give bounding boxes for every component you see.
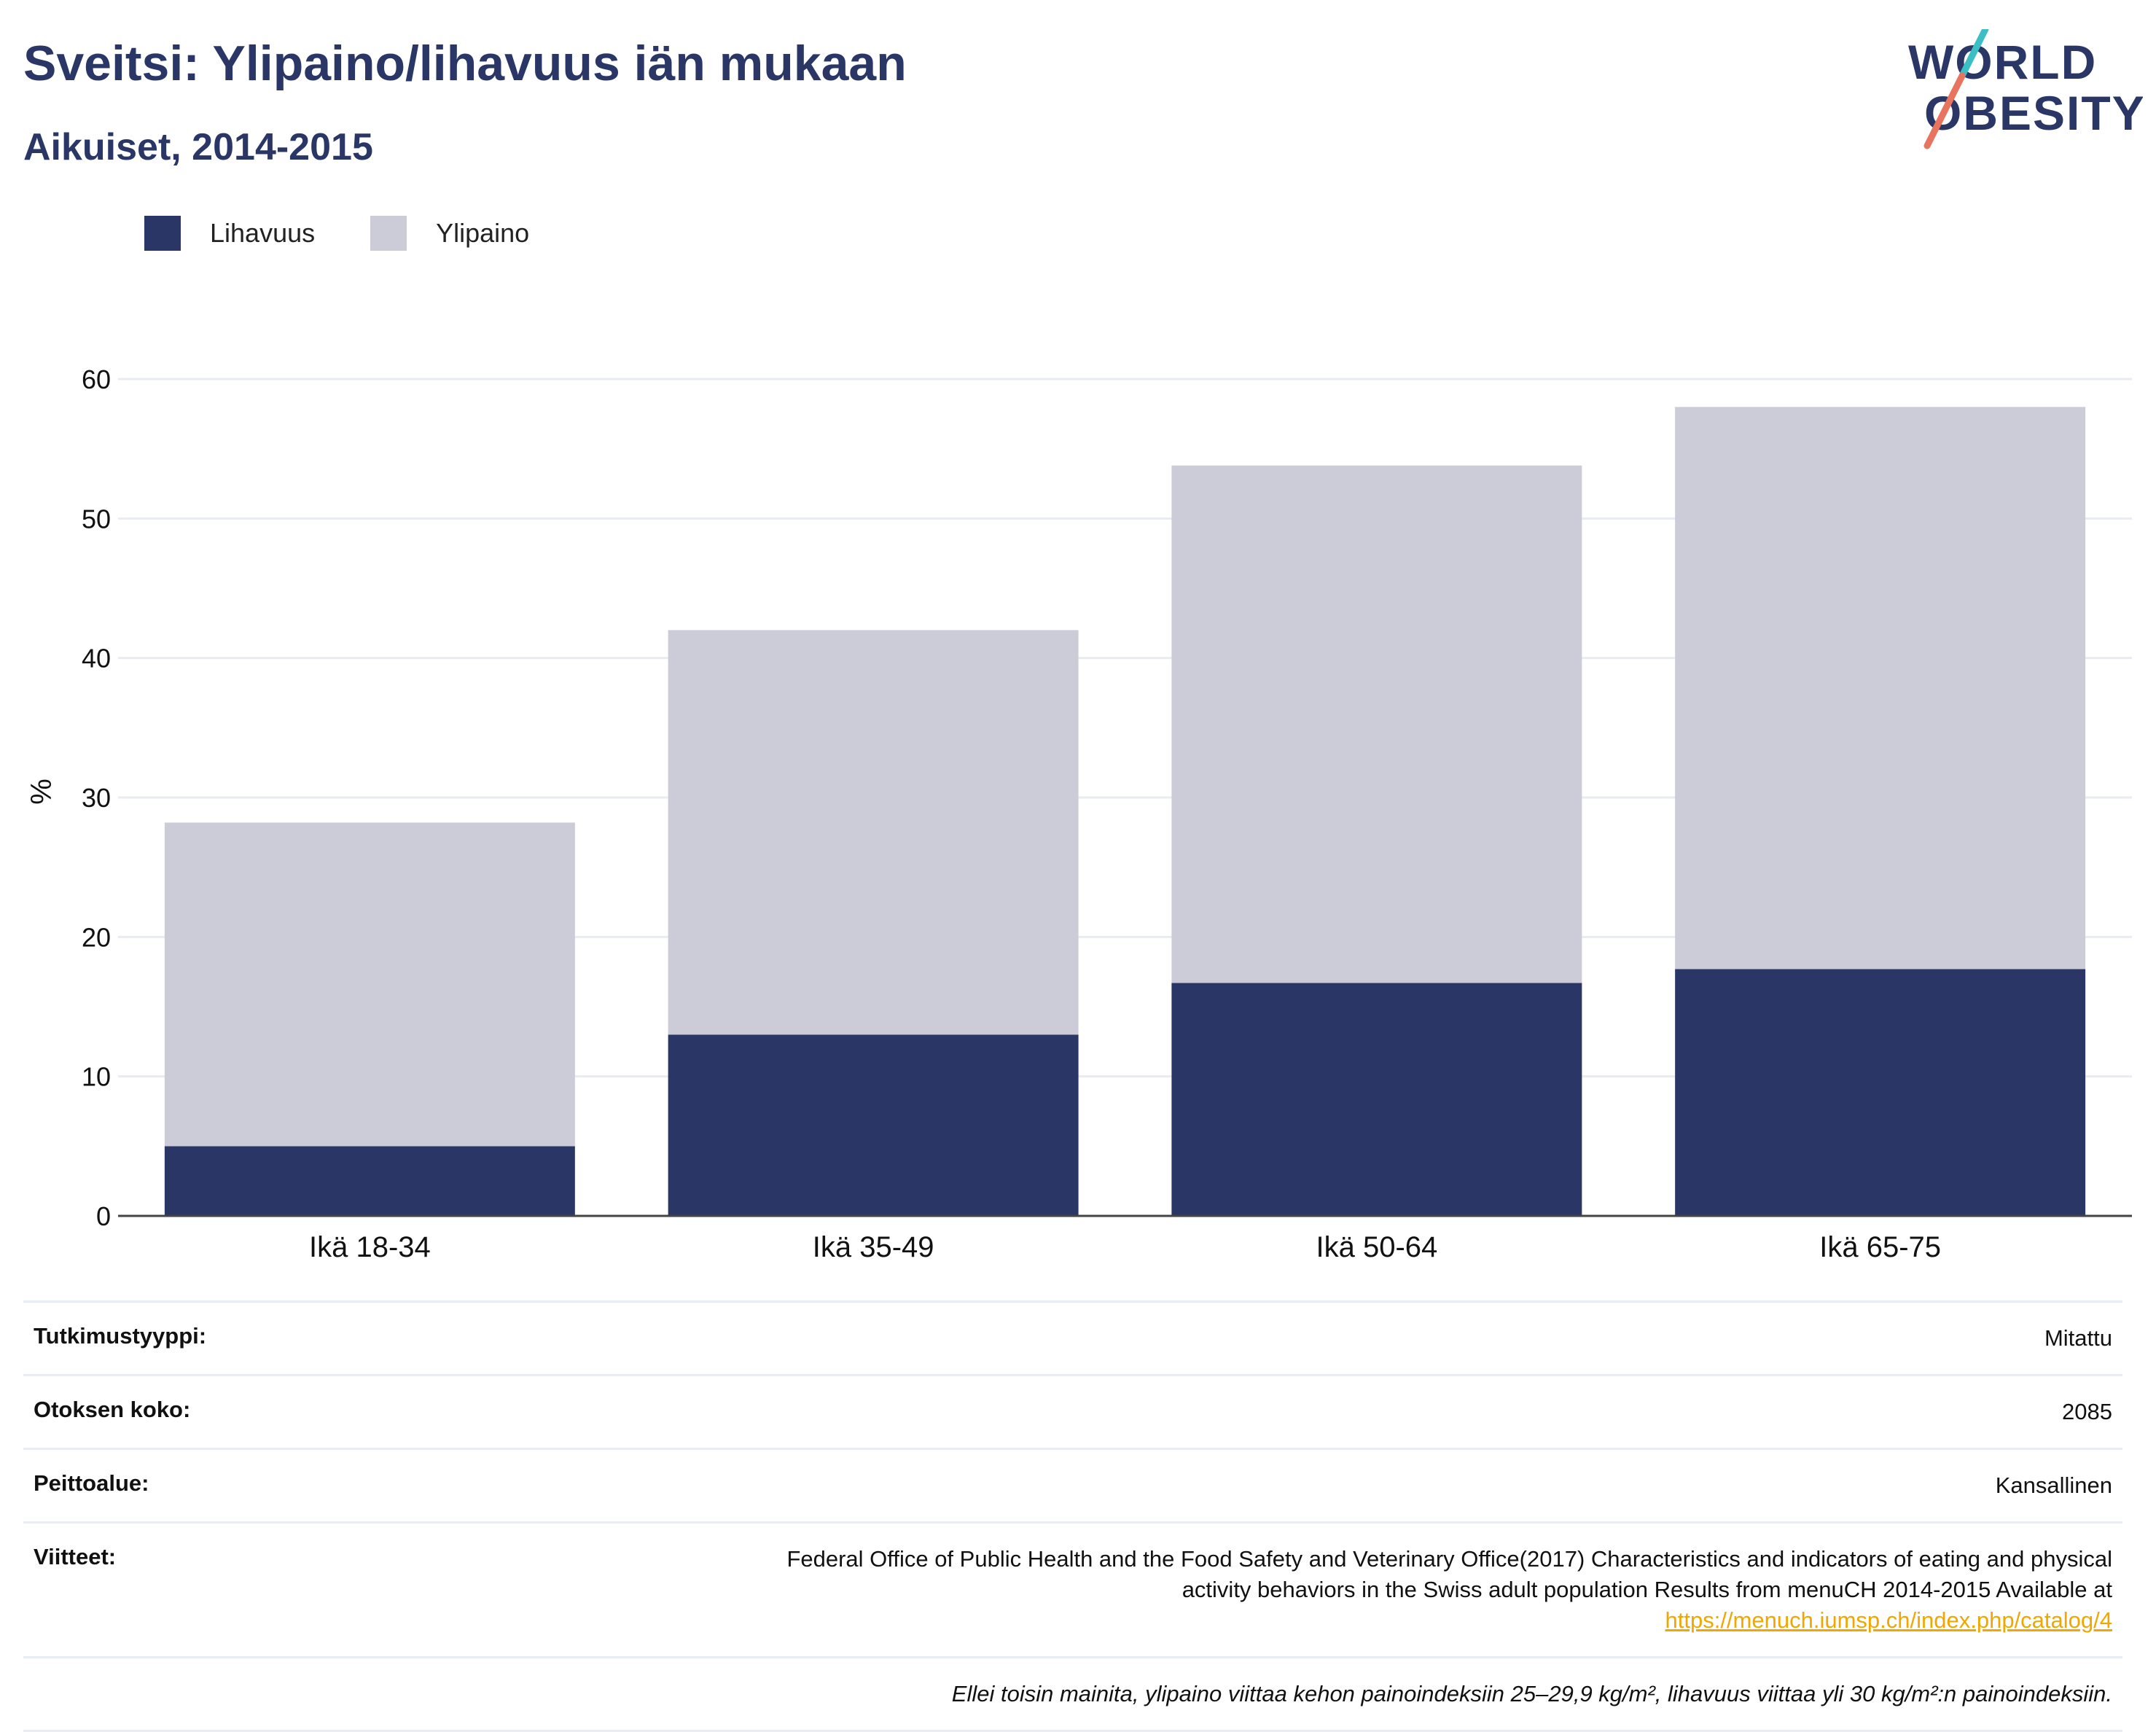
reference-link[interactable]: https://menuch.iumsp.ch/index.php/catalo… <box>1665 1607 2112 1633</box>
y-tick-label: 10 <box>82 1062 111 1092</box>
logo-slash-coral <box>1923 72 1966 149</box>
x-tick-label: Ikä 65-75 <box>1819 1231 1941 1263</box>
world-obesity-logo: WORLD OBESITY <box>1908 29 2143 149</box>
legend-swatch-ylipaino <box>370 216 407 251</box>
bar-ylipaino-4 <box>1675 407 2086 970</box>
x-tick-label: Ikä 18-34 <box>309 1231 431 1263</box>
bar-lihavuus-1 <box>164 1146 575 1216</box>
y-axis-title: % <box>26 779 58 805</box>
definition-note: Ellei toisin mainita, ylipaino viittaa k… <box>951 1681 2112 1706</box>
bar-ylipaino-1 <box>164 822 575 1147</box>
stacked-bar-chart: 0 10 20 30 40 50 60% Ikä 18-34 Ikä 35-49 Ikä 50-6… <box>26 364 2132 1263</box>
legend-item-lihavuus[interactable]: Lihavuus <box>144 216 315 251</box>
meta-row-note: Ellei toisin mainita, ylipaino viittaa k… <box>23 1656 2122 1732</box>
meta-row-references: Viitteet: Federal Office of Public Healt… <box>23 1521 2122 1656</box>
bar-lihavuus-4 <box>1675 969 2086 1216</box>
bar-ylipaino-2 <box>668 630 1079 1035</box>
meta-value-references: Federal Office of Public Health and the … <box>786 1544 2112 1636</box>
chart-legend: Lihavuus Ylipaino <box>144 216 585 251</box>
legend-label-lihavuus: Lihavuus <box>210 218 316 248</box>
meta-value-coverage: Kansallinen <box>1995 1472 2112 1498</box>
meta-label-sample-size: Otoksen koko: <box>34 1397 191 1422</box>
meta-label-coverage: Peittoalue: <box>34 1470 149 1496</box>
meta-label-study-type: Tutkimustyyppi: <box>34 1323 207 1349</box>
meta-row-sample-size: Otoksen koko: 2085 <box>23 1374 2122 1448</box>
chart-subtitle: Aikuiset, 2014-2015 <box>23 126 373 168</box>
meta-row-study-type: Tutkimustyyppi: Mitattu <box>23 1300 2122 1374</box>
y-tick-label: 30 <box>82 783 111 813</box>
legend-item-ylipaino[interactable]: Ylipaino <box>370 216 529 251</box>
logo-slash-teal <box>1958 29 1989 79</box>
metadata-table: Tutkimustyyppi: Mitattu Otoksen koko: 20… <box>23 1300 2122 1732</box>
reference-text-line-2: activity behaviors in the Swiss adult po… <box>1181 1577 2112 1602</box>
legend-swatch-lihavuus <box>144 216 181 251</box>
y-tick-label: 50 <box>82 504 111 534</box>
meta-value-sample-size: 2085 <box>2062 1399 2112 1424</box>
y-tick-label: 0 <box>96 1201 111 1231</box>
logo-line-2: OBESITY <box>1924 86 2143 140</box>
meta-label-references: Viitteet: <box>34 1544 117 1569</box>
logo-line-1: WORLD <box>1908 35 2097 89</box>
reference-text-line-1: Federal Office of Public Health and the … <box>786 1546 2112 1572</box>
x-tick-label: Ikä 50-64 <box>1316 1231 1437 1263</box>
y-tick-label: 60 <box>82 364 111 394</box>
legend-label-ylipaino: Ylipaino <box>436 218 530 248</box>
bar-lihavuus-2 <box>668 1034 1079 1216</box>
y-tick-label: 20 <box>82 922 111 952</box>
meta-value-study-type: Mitattu <box>2044 1325 2112 1351</box>
meta-row-coverage: Peittoalue: Kansallinen <box>23 1448 2122 1521</box>
y-tick-label: 40 <box>82 644 111 674</box>
bar-lihavuus-3 <box>1171 983 1582 1216</box>
bar-ylipaino-3 <box>1171 465 1582 983</box>
x-tick-label: Ikä 35-49 <box>813 1231 934 1263</box>
chart-title: Sveitsi: Ylipaino/lihavuus iän mukaan <box>23 36 907 91</box>
